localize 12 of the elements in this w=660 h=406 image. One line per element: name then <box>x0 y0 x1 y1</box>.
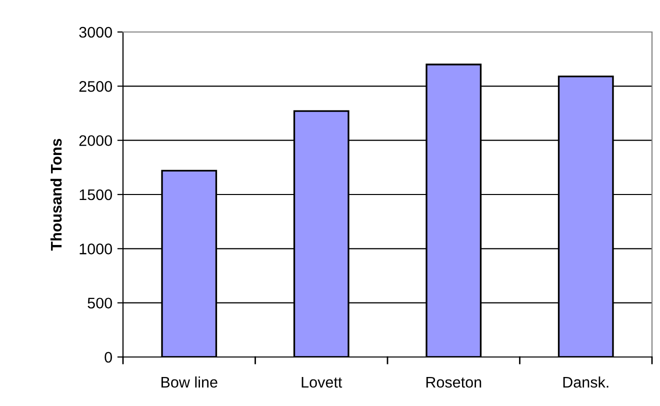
x-tick-label: Roseton <box>426 377 482 388</box>
y-tick-label: 1500 <box>80 189 112 200</box>
y-tick-label: 2500 <box>79 81 112 92</box>
y-tick-label: 500 <box>88 298 112 309</box>
y-tick-label: 1000 <box>80 244 112 254</box>
x-tick-label: Bow line <box>162 376 218 388</box>
y-tick-label: 0 <box>104 352 112 363</box>
y-tick-label: 3000 <box>79 26 112 38</box>
y-tick-label: 2000 <box>79 135 112 146</box>
y-axis-title: Thousand Tons <box>50 138 62 251</box>
x-tick-label: Lovett <box>302 377 342 388</box>
x-tick-label: Dansk. <box>563 376 608 388</box>
